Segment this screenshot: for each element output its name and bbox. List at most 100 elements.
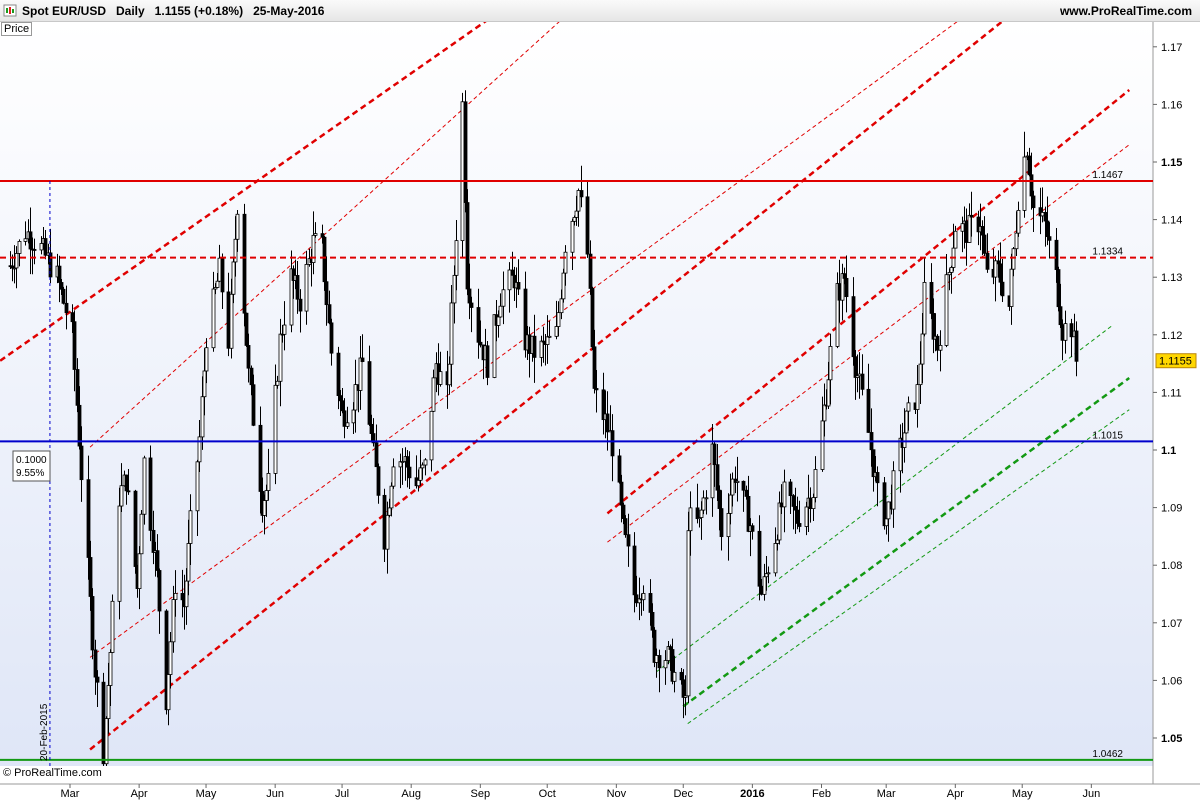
candlestick[interactable]	[197, 419, 202, 472]
candlestick[interactable]	[592, 329, 597, 394]
candlestick[interactable]	[648, 579, 653, 626]
candlestick[interactable]	[420, 462, 425, 480]
candlestick[interactable]	[657, 649, 662, 693]
candlestick[interactable]	[1063, 310, 1068, 354]
candlestick[interactable]	[119, 463, 124, 512]
candlestick[interactable]	[811, 493, 816, 521]
candlestick[interactable]	[376, 463, 381, 504]
candlestick[interactable]	[588, 240, 593, 295]
candlestick[interactable]	[117, 487, 122, 620]
candlestick[interactable]	[313, 222, 318, 238]
candlestick[interactable]	[686, 511, 691, 703]
candlestick[interactable]	[374, 424, 379, 468]
candlestick[interactable]	[891, 461, 896, 528]
candlestick[interactable]	[906, 396, 911, 431]
candlestick[interactable]	[142, 455, 147, 525]
candlestick[interactable]	[498, 293, 503, 318]
candlestick[interactable]	[304, 250, 309, 325]
candlestick[interactable]	[17, 239, 22, 267]
candlestick[interactable]	[353, 359, 358, 433]
candlestick[interactable]	[345, 406, 350, 429]
candlestick[interactable]	[157, 568, 162, 634]
candlestick[interactable]	[101, 672, 106, 779]
candlestick[interactable]	[590, 286, 595, 351]
candlestick[interactable]	[229, 278, 234, 359]
trend-line[interactable]	[89, 0, 1129, 751]
candlestick[interactable]	[993, 255, 998, 302]
candlestick[interactable]	[641, 585, 646, 611]
candlestick[interactable]	[342, 398, 347, 439]
candlestick[interactable]	[246, 333, 251, 383]
candlestick[interactable]	[556, 301, 561, 337]
candlestick[interactable]	[920, 313, 925, 384]
candlestick[interactable]	[915, 365, 920, 428]
trend-line[interactable]	[656, 325, 1112, 673]
candlestick[interactable]	[72, 310, 77, 392]
candlestick[interactable]	[155, 534, 160, 578]
candlestick[interactable]	[561, 268, 566, 303]
candlestick[interactable]	[886, 501, 891, 542]
candlestick[interactable]	[275, 375, 280, 389]
candlestick[interactable]	[516, 259, 521, 295]
candlestick[interactable]	[844, 255, 849, 313]
candlestick[interactable]	[110, 594, 115, 654]
candlestick[interactable]	[1016, 201, 1021, 237]
candlestick[interactable]	[982, 216, 987, 257]
candlestick[interactable]	[88, 540, 93, 611]
candlestick[interactable]	[460, 92, 465, 257]
candlestick[interactable]	[1069, 318, 1074, 358]
candlestick[interactable]	[1014, 211, 1019, 256]
candlestick[interactable]	[701, 490, 706, 515]
candlestick[interactable]	[1054, 227, 1059, 283]
candlestick[interactable]	[93, 639, 98, 695]
candlestick[interactable]	[200, 376, 205, 450]
candlestick[interactable]	[367, 345, 372, 427]
candlestick[interactable]	[773, 527, 778, 577]
candlestick[interactable]	[929, 263, 934, 320]
plot-area[interactable]	[0, 22, 1153, 766]
candlestick[interactable]	[1009, 253, 1014, 325]
trend-line[interactable]	[89, 0, 1111, 658]
candlestick[interactable]	[719, 490, 724, 551]
candlestick[interactable]	[77, 386, 82, 450]
candlestick[interactable]	[969, 191, 974, 237]
candlestick[interactable]	[652, 627, 657, 668]
candlestick[interactable]	[273, 364, 278, 485]
candlestick[interactable]	[683, 675, 688, 716]
candlestick[interactable]	[704, 490, 709, 515]
candlestick[interactable]	[1056, 266, 1061, 312]
candlestick[interactable]	[741, 480, 746, 512]
candlestick[interactable]	[469, 296, 474, 333]
candlestick[interactable]	[501, 271, 506, 325]
candlestick[interactable]	[623, 515, 628, 538]
candlestick[interactable]	[23, 221, 28, 246]
candlestick[interactable]	[1031, 190, 1036, 232]
candlestick[interactable]	[985, 233, 990, 273]
candlestick[interactable]	[797, 500, 802, 533]
candlestick[interactable]	[496, 310, 501, 338]
candlestick[interactable]	[757, 515, 762, 601]
candlestick[interactable]	[59, 278, 64, 296]
candlestick[interactable]	[61, 286, 66, 305]
candlestick[interactable]	[298, 289, 303, 333]
candlestick[interactable]	[547, 320, 552, 338]
candlestick[interactable]	[1074, 321, 1079, 377]
candlestick[interactable]	[507, 262, 512, 313]
candlestick[interactable]	[14, 246, 19, 289]
candlestick[interactable]	[95, 670, 100, 707]
trend-line[interactable]	[0, 0, 556, 366]
candlestick[interactable]	[57, 255, 62, 303]
candlestick[interactable]	[266, 448, 271, 501]
candlestick[interactable]	[766, 566, 771, 584]
candlestick[interactable]	[188, 494, 193, 565]
candlestick[interactable]	[904, 410, 909, 434]
candlestick[interactable]	[463, 90, 468, 213]
candlestick[interactable]	[851, 277, 856, 366]
candlestick[interactable]	[171, 585, 176, 653]
candlestick[interactable]	[840, 263, 845, 321]
candlestick[interactable]	[465, 189, 470, 296]
candlestick[interactable]	[730, 472, 735, 507]
candlestick[interactable]	[813, 456, 818, 503]
candlestick[interactable]	[650, 603, 655, 638]
candlestick[interactable]	[619, 474, 624, 523]
